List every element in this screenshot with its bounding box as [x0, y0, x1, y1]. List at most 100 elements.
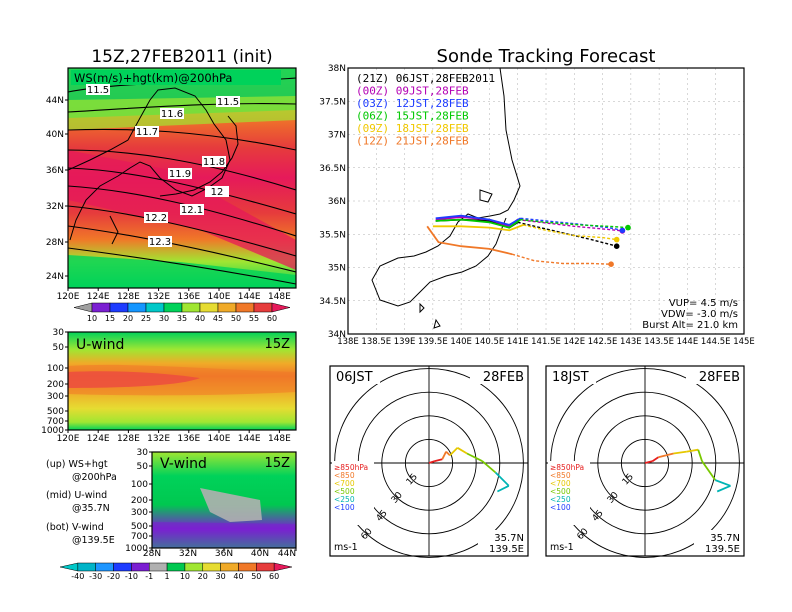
colorbar-swatch	[109, 302, 129, 313]
landing-point	[613, 236, 620, 243]
contour-label: 12.2	[145, 213, 167, 224]
track-series-2	[435, 214, 626, 234]
v-wind-gray-area	[200, 488, 262, 522]
v-lat-ticks: 28N 32N 36N 40N 44N	[143, 548, 297, 559]
contour-label-bg	[216, 96, 240, 107]
track-lon-tick-label: 141.5E	[531, 337, 561, 347]
lat-tick-label: 32N	[46, 202, 64, 212]
hodograph-trace-segment	[494, 471, 510, 487]
colorbar-swatch	[217, 302, 237, 313]
lat-tick-label: 28N	[143, 549, 161, 559]
colorbar-label: 25	[141, 314, 151, 323]
ws-lat-ticks: 44N 40N 36N 32N 28N 24N	[46, 96, 68, 282]
panel-legend-notes: (up) WS+hgt @200hPa (mid) U-wind @35.7N (bot…	[46, 459, 117, 546]
colorbar-swatch	[220, 562, 239, 572]
colorbar-swatch	[127, 302, 147, 313]
track-lat-tick-label: 35N	[328, 264, 346, 274]
u-lon-ticks: 120E 124E 128E 132E 136E 140E 144E 148E	[57, 430, 291, 444]
lon-tick-label: 148E	[268, 434, 291, 444]
colorbar-label: 50	[231, 314, 241, 323]
track-lon-tick-label: 142E	[563, 337, 585, 347]
track-lon-tick-label: 142.5E	[588, 337, 618, 347]
contour-label: 11.5	[87, 85, 109, 96]
lat-tick-label: 24N	[46, 272, 64, 282]
hodo-label-bg	[332, 368, 380, 384]
descent-line	[520, 218, 629, 229]
hodograph-lon: 139.5E	[705, 544, 740, 555]
ws-panel: WS(m/s)+hgt(km)@200hPa 11.511.611.511.71…	[46, 67, 297, 323]
hodo-legend-entry: <100	[550, 503, 571, 512]
descent-line	[511, 253, 612, 265]
note-line: @139.5E	[72, 535, 115, 546]
lon-tick-label: 124E	[87, 292, 110, 302]
lon-tick-label: 132E	[147, 434, 170, 444]
lat-tick-label: 28N	[46, 238, 64, 248]
hodograph-unit: ms-1	[334, 542, 358, 553]
colorbar-swatch	[113, 562, 132, 572]
pressure-tick-label: 500	[131, 522, 148, 532]
track-legend-entry: (09Z) 18JST,28FEB	[356, 122, 469, 135]
ws-colorbar: 10 15 20 25 30 35 40 45 50 55 60	[73, 302, 291, 323]
track-series-3	[435, 218, 631, 231]
descent-line	[520, 217, 623, 231]
hodo-legend-entry: <700	[334, 479, 355, 488]
track-lat-ticks: 38N 37.5N 37N 36.5N 36N 35.5N 35N 34.5N 34N	[319, 64, 346, 340]
track-lat-tick-label: 37N	[328, 131, 346, 141]
hodograph-trace-segment	[428, 460, 435, 464]
colorbar-label: 15	[105, 314, 115, 323]
pressure-tick-label: 300	[131, 508, 148, 518]
hodograph-date: 28FEB	[699, 370, 740, 385]
hodo-legend-entry: <500	[334, 487, 355, 496]
track-panel: 38N 37.5N 37N 36.5N 36N 35.5N 35N 34.5N 34N 138E…	[319, 64, 755, 347]
track-frame	[347, 67, 745, 335]
hodograph-trace-segment	[716, 484, 731, 493]
contour-label-bg	[135, 126, 159, 137]
track-lat-tick-label: 34.5N	[319, 297, 346, 307]
contour-label: 11.5	[217, 97, 239, 108]
hodo-label-bg	[694, 530, 742, 554]
u-wind-label: U-wind	[76, 337, 124, 353]
landing-point	[625, 224, 631, 231]
lon-tick-label: 148E	[268, 292, 291, 302]
note-line: (bot) V-wind	[46, 522, 104, 533]
ws-lon-ticks: 120E 124E 128E 132E 136E 140E 144E 148E	[57, 288, 291, 302]
note-line: @200hPa	[72, 472, 117, 483]
pressure-tick-label: 1000	[125, 544, 148, 554]
lat-tick-label: 44N	[278, 549, 296, 559]
track-legend-entry: (12Z) 21JST,28FEB	[356, 135, 469, 148]
track-series-5	[426, 225, 614, 268]
u-wind-time: 15Z	[265, 337, 291, 352]
colorbar-swatch	[77, 562, 96, 572]
track-legend-entry: (00Z) 09JST,28FEB	[356, 85, 469, 98]
hodograph-trace-segment	[644, 460, 653, 464]
track-lon-tick-label: 143.5E	[644, 337, 674, 347]
hodograph-trace-segment	[457, 447, 468, 455]
colorbar-label: 20	[198, 572, 208, 581]
ascent-line	[435, 214, 521, 226]
colorbar-label: -10	[125, 572, 138, 581]
pressure-tick-label: 200	[47, 380, 64, 390]
hodograph-trace-segment	[481, 460, 497, 474]
colorbar-swatch	[163, 302, 183, 313]
hodo-label-bg	[686, 368, 742, 384]
colorbar-label: 40	[195, 314, 205, 323]
lon-tick-label: 144E	[238, 434, 261, 444]
contour-label: 11.8	[203, 157, 225, 168]
hodo-legend-entry: ≥850hPa	[334, 463, 368, 472]
ws-label-bg	[71, 70, 281, 85]
lon-tick-label: 132E	[147, 292, 170, 302]
track-series	[426, 214, 631, 268]
pressure-tick-label: 700	[131, 532, 148, 542]
contour-label-bg	[144, 212, 168, 223]
colorbar-label: 1	[165, 572, 170, 581]
lat-tick-label: 40N	[46, 130, 64, 140]
colorbar-label: -20	[107, 572, 120, 581]
pressure-tick-label: 50	[53, 343, 65, 353]
pressure-tick-label: 700	[47, 417, 64, 427]
track-legend-entry: (21Z) 06JST,28FEB2011	[356, 72, 495, 85]
track-lon-ticks: 138E 138.5E 139E 139.5E 140E 140.5E 141E 141.5E…	[337, 337, 755, 347]
right-title: Sonde Tracking Forecast	[437, 46, 656, 67]
track-lon-tick-label: 145E	[733, 337, 755, 347]
colorbar-label: 60	[269, 572, 279, 581]
